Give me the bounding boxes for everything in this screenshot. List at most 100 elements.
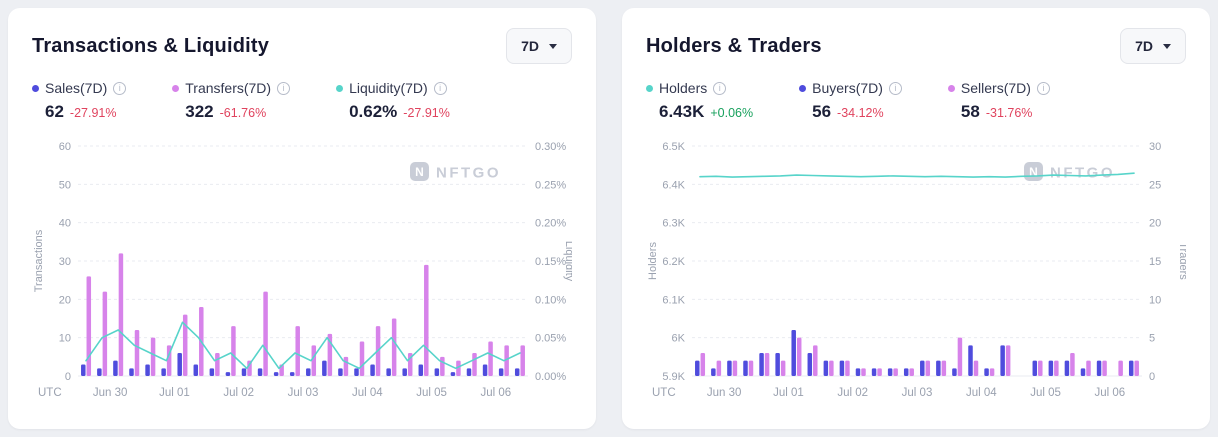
info-icon[interactable]: i xyxy=(1036,81,1050,95)
sales-bar[interactable] xyxy=(161,368,166,376)
sales-bar[interactable] xyxy=(97,368,102,376)
transfers-bar[interactable] xyxy=(182,314,188,376)
sellers-bar[interactable] xyxy=(1038,360,1043,376)
holders-traders-chart[interactable]: 5.9K 0 6K 5 6.1K 10 6.2K 15 6.3K 20 6.4K 25 6.5K 30 Ho… xyxy=(646,130,1186,418)
transactions-liquidity-chart[interactable]: 0 0.00% 10 0.05% 20 0.10% 30 0.15% 40 0.20% 50 0.25… xyxy=(32,130,572,418)
sellers-bar[interactable] xyxy=(877,368,882,376)
sales-bar[interactable] xyxy=(338,368,343,376)
sales-bar[interactable] xyxy=(177,353,182,376)
transfers-bar[interactable] xyxy=(247,360,252,376)
transfers-bar[interactable] xyxy=(263,291,268,376)
buyers-bar[interactable] xyxy=(952,368,957,376)
buyers-bar[interactable] xyxy=(968,345,973,376)
sellers-bar[interactable] xyxy=(989,368,995,376)
transfers-bar[interactable] xyxy=(311,345,317,376)
sellers-bar[interactable] xyxy=(780,360,786,376)
sellers-bar[interactable] xyxy=(973,360,979,376)
info-icon[interactable]: i xyxy=(433,81,447,95)
sellers-bar[interactable] xyxy=(893,368,898,376)
buyers-bar[interactable] xyxy=(1048,360,1054,376)
sellers-bar[interactable] xyxy=(1005,345,1011,376)
sales-bar[interactable] xyxy=(466,368,472,376)
period-dropdown[interactable]: 7D xyxy=(1120,28,1186,64)
buyers-bar[interactable] xyxy=(984,368,989,376)
buyers-bar[interactable] xyxy=(727,360,732,376)
sales-bar[interactable] xyxy=(434,368,440,376)
info-icon[interactable]: i xyxy=(113,81,127,95)
transfers-bar[interactable] xyxy=(520,345,525,376)
transfers-bar[interactable] xyxy=(150,337,156,376)
transfers-bar[interactable] xyxy=(215,353,220,376)
transfers-bar[interactable] xyxy=(295,326,300,376)
buyers-bar[interactable] xyxy=(855,368,861,376)
sellers-bar[interactable] xyxy=(1118,360,1123,376)
sales-bar[interactable] xyxy=(482,364,488,377)
transfers-bar[interactable] xyxy=(359,341,365,377)
transfers-bar[interactable] xyxy=(440,356,445,376)
buyers-bar[interactable] xyxy=(887,368,893,376)
transfers-bar[interactable] xyxy=(391,318,397,377)
buyers-bar[interactable] xyxy=(839,360,845,376)
sales-bar[interactable] xyxy=(306,368,311,376)
sales-bar[interactable] xyxy=(402,368,407,376)
buyers-bar[interactable] xyxy=(711,368,716,376)
transfers-bar[interactable] xyxy=(118,253,124,376)
transfers-bar[interactable] xyxy=(343,356,349,376)
buyers-bar[interactable] xyxy=(1128,360,1134,376)
buyers-bar[interactable] xyxy=(1096,360,1102,376)
transfers-bar[interactable] xyxy=(134,330,140,376)
period-dropdown[interactable]: 7D xyxy=(506,28,572,64)
sales-bar[interactable] xyxy=(241,368,247,376)
sellers-bar[interactable] xyxy=(829,360,834,376)
sales-bar[interactable] xyxy=(145,364,150,377)
buyers-bar[interactable] xyxy=(871,368,877,376)
sales-bar[interactable] xyxy=(450,372,456,376)
sellers-bar[interactable] xyxy=(748,360,754,376)
buyers-bar[interactable] xyxy=(1032,360,1038,376)
buyers-bar[interactable] xyxy=(903,368,909,376)
sales-bar[interactable] xyxy=(225,372,231,376)
transfers-bar[interactable] xyxy=(424,264,429,376)
transfers-bar[interactable] xyxy=(504,345,509,376)
sales-bar[interactable] xyxy=(418,364,424,377)
sellers-bar[interactable] xyxy=(909,368,914,376)
sellers-bar[interactable] xyxy=(957,337,963,376)
sellers-bar[interactable] xyxy=(700,353,706,376)
buyers-bar[interactable] xyxy=(759,353,764,376)
transfers-bar[interactable] xyxy=(231,326,236,376)
sellers-bar[interactable] xyxy=(1054,360,1059,376)
buyers-bar[interactable] xyxy=(1080,368,1086,376)
buyers-bar[interactable] xyxy=(1064,360,1070,376)
sales-bar[interactable] xyxy=(257,368,263,376)
transfers-bar[interactable] xyxy=(456,360,461,376)
buyers-bar[interactable] xyxy=(743,360,748,376)
sellers-bar[interactable] xyxy=(1134,360,1139,376)
sales-bar[interactable] xyxy=(209,368,215,376)
sales-bar[interactable] xyxy=(273,372,279,376)
sales-bar[interactable] xyxy=(322,360,327,376)
sellers-bar[interactable] xyxy=(796,337,802,376)
transfers-bar[interactable] xyxy=(102,291,108,376)
sales-bar[interactable] xyxy=(81,364,86,377)
sellers-bar[interactable] xyxy=(716,360,722,376)
sales-bar[interactable] xyxy=(193,364,199,377)
transfers-bar[interactable] xyxy=(488,341,493,377)
sellers-bar[interactable] xyxy=(732,360,738,376)
sellers-bar[interactable] xyxy=(1086,360,1091,376)
buyers-bar[interactable] xyxy=(791,330,796,376)
sellers-bar[interactable] xyxy=(925,360,931,376)
sales-bar[interactable] xyxy=(354,368,359,376)
sales-bar[interactable] xyxy=(129,368,134,376)
sales-bar[interactable] xyxy=(386,368,391,376)
transfers-bar[interactable] xyxy=(86,276,92,376)
info-icon[interactable]: i xyxy=(713,81,727,95)
transfers-bar[interactable] xyxy=(472,353,477,376)
sales-bar[interactable] xyxy=(113,360,118,376)
sellers-bar[interactable] xyxy=(813,345,818,376)
sales-bar[interactable] xyxy=(498,368,504,376)
buyers-bar[interactable] xyxy=(775,353,780,376)
buyers-bar[interactable] xyxy=(807,353,813,376)
sellers-bar[interactable] xyxy=(764,353,770,376)
sellers-bar[interactable] xyxy=(845,360,850,376)
info-icon[interactable]: i xyxy=(277,81,291,95)
